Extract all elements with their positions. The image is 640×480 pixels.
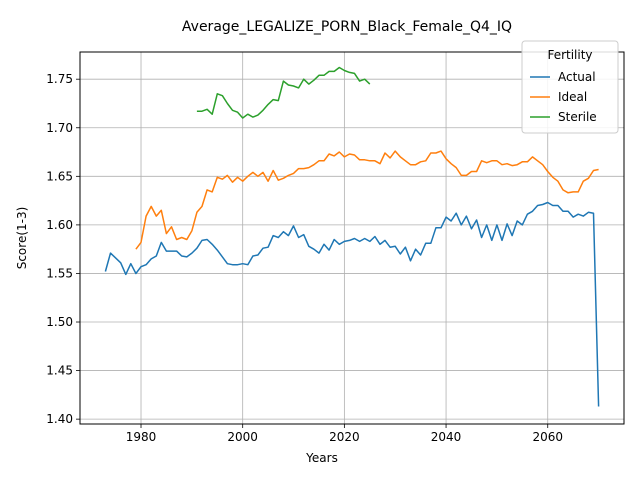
axis-ticks: 1980 2000 2020 2040 2060 1.40 1.45 1.50 1.55 1.60… — [46, 72, 563, 444]
x-tick-label: 1980 — [126, 430, 157, 444]
legend-title: Fertility — [547, 48, 592, 62]
y-tick-label: 1.40 — [46, 412, 73, 426]
x-tick-label: 2040 — [431, 430, 462, 444]
legend-label-ideal: Ideal — [558, 90, 587, 104]
y-tick-label: 1.60 — [46, 218, 73, 232]
legend-label-sterile: Sterile — [558, 110, 597, 124]
y-tick-label: 1.55 — [46, 266, 73, 280]
grid — [80, 52, 624, 424]
legend-items: Actual Ideal Sterile — [530, 70, 597, 124]
x-axis-label: Years — [305, 451, 338, 465]
plot-frame — [79, 51, 625, 425]
chart-title: Average_LEGALIZE_PORN_Black_Female_Q4_IQ — [182, 19, 512, 35]
y-tick-label: 1.65 — [46, 169, 73, 183]
x-tick-label: 2020 — [329, 430, 360, 444]
y-tick-label: 1.75 — [46, 72, 73, 86]
legend-label-actual: Actual — [558, 70, 596, 84]
x-tick-label: 2000 — [227, 430, 258, 444]
y-tick-label: 1.70 — [46, 121, 73, 135]
series-line-actual — [104, 201, 600, 407]
x-tick-label: 2060 — [532, 430, 563, 444]
legend-box — [521, 40, 619, 134]
series-line-ideal — [135, 150, 599, 250]
series-line-sterile — [196, 66, 371, 119]
y-tick-label: 1.50 — [46, 315, 73, 329]
legend: Fertility Actual Ideal Sterile — [521, 40, 619, 134]
y-tick-label: 1.45 — [46, 364, 73, 378]
y-axis-label: Score(1-3) — [15, 207, 29, 270]
series-lines — [104, 66, 600, 407]
